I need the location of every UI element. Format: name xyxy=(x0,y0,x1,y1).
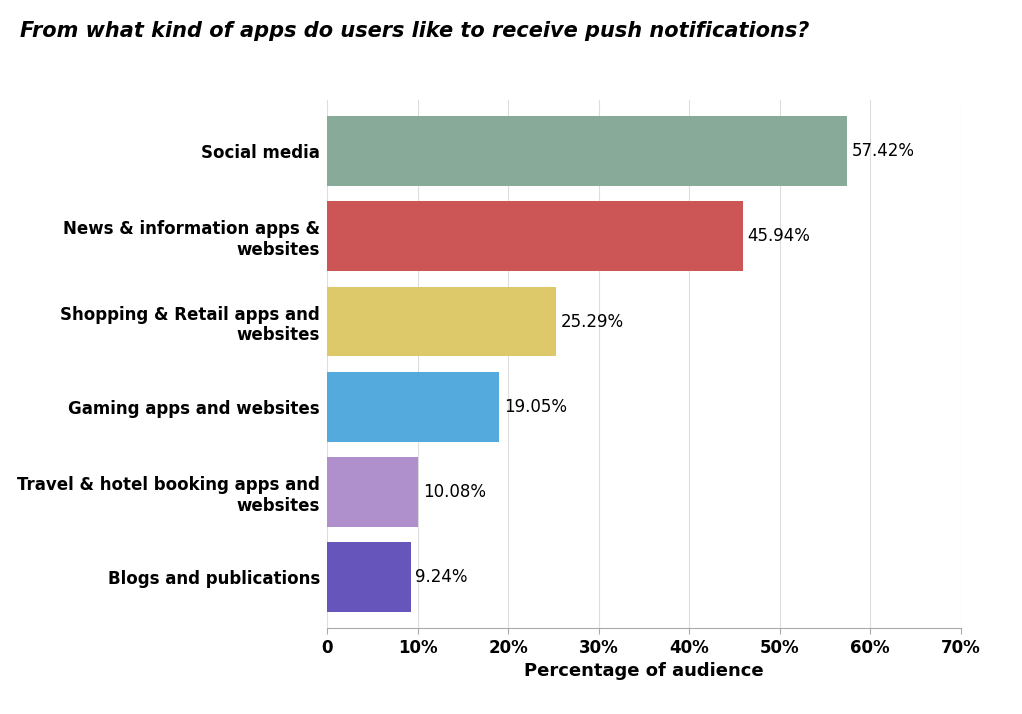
Bar xyxy=(327,457,418,527)
Bar xyxy=(327,542,411,612)
Bar xyxy=(327,372,500,442)
Text: 57.42%: 57.42% xyxy=(851,142,915,160)
Bar xyxy=(327,286,556,356)
Text: 19.05%: 19.05% xyxy=(504,398,567,416)
X-axis label: Percentage of audience: Percentage of audience xyxy=(524,663,763,680)
Text: 45.94%: 45.94% xyxy=(747,227,810,246)
Text: 10.08%: 10.08% xyxy=(423,483,485,501)
Text: From what kind of apps do users like to receive push notifications?: From what kind of apps do users like to … xyxy=(20,21,809,41)
Text: 25.29%: 25.29% xyxy=(560,313,623,331)
Bar xyxy=(327,201,743,271)
Text: 9.24%: 9.24% xyxy=(415,568,468,586)
Bar xyxy=(327,116,847,186)
